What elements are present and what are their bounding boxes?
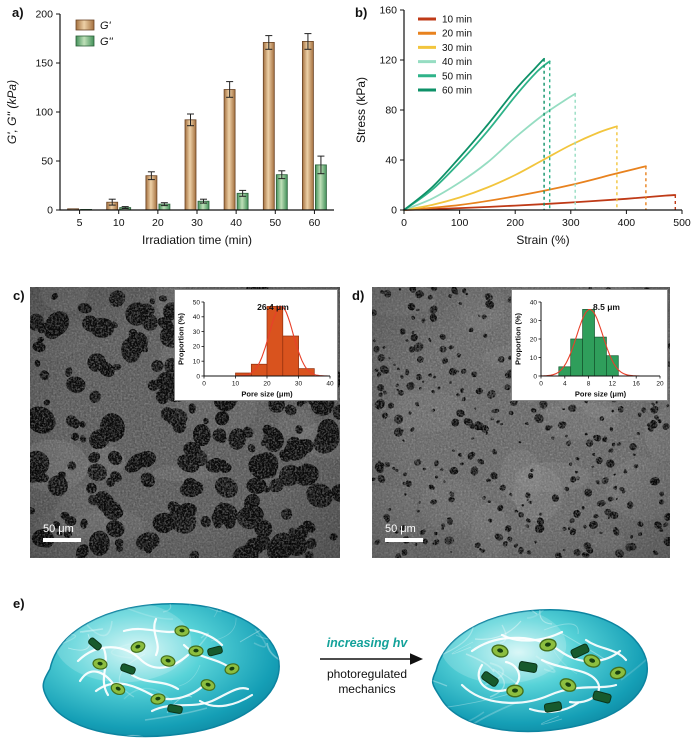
svg-text:40: 40 <box>385 155 397 167</box>
hydrogel-network-schematic: increasing hv photoregulated mechanics <box>42 603 648 738</box>
pore-size-histogram-d: 0 10 20 30 40 0 4 8 12 16 20 Pore size (μm) Proporti… <box>514 299 664 399</box>
svg-text:Pore size (μm): Pore size (μm) <box>241 390 293 399</box>
svg-text:8: 8 <box>587 381 591 388</box>
svg-text:4: 4 <box>563 381 567 388</box>
svg-text:30: 30 <box>530 318 538 325</box>
svg-text:120: 120 <box>379 55 397 67</box>
svg-text:Proportion (%): Proportion (%) <box>177 312 186 365</box>
svg-text:40: 40 <box>530 299 538 306</box>
scale-bar-line-d <box>385 538 423 542</box>
svg-text:300: 300 <box>562 217 580 229</box>
scale-bar-line-c <box>43 538 81 542</box>
panel-e-label: e) <box>13 596 25 611</box>
photoregulated-label: photoregulated <box>327 667 407 681</box>
svg-text:40: 40 <box>193 314 201 321</box>
svg-text:200: 200 <box>506 217 524 229</box>
scale-bar-c: 50 μm <box>43 523 81 542</box>
pore-size-histogram-c: 0 10 20 30 40 50 0 10 20 30 40 Pore size (μm) Propor… <box>177 299 334 399</box>
svg-text:10: 10 <box>232 381 240 388</box>
svg-text:0: 0 <box>391 205 397 217</box>
svg-text:30: 30 <box>191 217 203 229</box>
svg-text:Proportion (%): Proportion (%) <box>514 312 523 365</box>
svg-text:40: 40 <box>326 381 334 388</box>
svg-text:20: 20 <box>263 381 271 388</box>
svg-text:0: 0 <box>533 373 537 380</box>
svg-text:20: 20 <box>656 381 664 388</box>
svg-text:30 min: 30 min <box>442 43 472 54</box>
svg-text:10 min: 10 min <box>442 15 472 26</box>
svg-text:160: 160 <box>379 5 397 17</box>
svg-text:150: 150 <box>35 58 53 70</box>
pore-size-inset-d: 0 10 20 30 40 0 4 8 12 16 20 Pore size (μm) Proporti… <box>511 289 668 401</box>
svg-text:60: 60 <box>309 217 321 229</box>
scale-bar-label-c: 50 μm <box>43 523 74 535</box>
svg-text:G': G' <box>100 20 112 32</box>
svg-text:50 min: 50 min <box>442 71 472 82</box>
svg-text:Strain (%): Strain (%) <box>516 233 569 247</box>
panel-b-label: b) <box>355 5 368 20</box>
panel-d-label: d) <box>352 288 365 303</box>
svg-text:30: 30 <box>295 381 303 388</box>
svg-text:0: 0 <box>47 205 53 217</box>
svg-text:50: 50 <box>269 217 281 229</box>
svg-text:60 min: 60 min <box>442 86 472 97</box>
svg-text:100: 100 <box>35 107 53 119</box>
svg-text:20: 20 <box>193 344 201 351</box>
storage-loss-modulus-bar-chart: 0 50 100 150 200 5 10 20 30 40 50 60 Irradiation tim… <box>5 9 334 247</box>
svg-text:0: 0 <box>196 373 200 380</box>
svg-text:16: 16 <box>633 381 641 388</box>
schematic-annotations: increasing hv photoregulated mechanics <box>320 636 423 696</box>
svg-text:0: 0 <box>401 217 407 229</box>
svg-text:200: 200 <box>35 9 53 21</box>
svg-text:50: 50 <box>41 156 53 168</box>
svg-text:80: 80 <box>385 105 397 117</box>
svg-text:8.5 μm: 8.5 μm <box>593 302 620 312</box>
svg-text:20: 20 <box>152 217 164 229</box>
panel-a-label: a) <box>12 5 24 20</box>
svg-text:0: 0 <box>202 381 206 388</box>
svg-text:12: 12 <box>609 381 617 388</box>
svg-text:400: 400 <box>618 217 636 229</box>
svg-text:30: 30 <box>193 329 201 336</box>
pore-size-inset-c: 0 10 20 30 40 50 0 10 20 30 40 Pore size (μm) Propor… <box>174 289 338 401</box>
arrow-head-icon <box>410 653 423 665</box>
scale-bar-label-d: 50 μm <box>385 523 416 535</box>
sem-image-small-pores: 0 10 20 30 40 0 4 8 12 16 20 Pore size (μm) Proporti… <box>372 287 670 558</box>
svg-text:100: 100 <box>451 217 469 229</box>
stress-strain-line-chart: 0 40 80 120 160 0 100 200 300 400 500 Strain (%) Str… <box>354 5 691 248</box>
svg-text:500: 500 <box>673 217 691 229</box>
svg-text:5: 5 <box>77 217 83 229</box>
svg-text:Stress (kPa): Stress (kPa) <box>354 77 368 143</box>
svg-text:0: 0 <box>539 381 543 388</box>
svg-text:40: 40 <box>230 217 242 229</box>
panel-c-label: c) <box>13 288 25 303</box>
svg-text:26.4 μm: 26.4 μm <box>257 302 289 312</box>
svg-text:10: 10 <box>113 217 125 229</box>
svg-text:G'': G'' <box>100 36 114 48</box>
svg-text:10: 10 <box>193 359 201 366</box>
svg-text:20: 20 <box>530 336 538 343</box>
sem-image-large-pores: 0 10 20 30 40 50 0 10 20 30 40 Pore size (μm) Propor… <box>30 287 340 558</box>
svg-text:20 min: 20 min <box>442 29 472 40</box>
increasing-hv-label: increasing hv <box>327 636 409 650</box>
svg-text:G', G'' (kPa): G', G'' (kPa) <box>5 80 19 144</box>
svg-text:40 min: 40 min <box>442 57 472 68</box>
mechanics-label: mechanics <box>338 682 395 696</box>
scale-bar-d: 50 μm <box>385 523 423 542</box>
svg-text:Pore size (μm): Pore size (μm) <box>575 390 627 399</box>
svg-text:10: 10 <box>530 355 538 362</box>
svg-text:Irradiation time (min): Irradiation time (min) <box>142 233 252 247</box>
svg-text:50: 50 <box>193 299 201 306</box>
